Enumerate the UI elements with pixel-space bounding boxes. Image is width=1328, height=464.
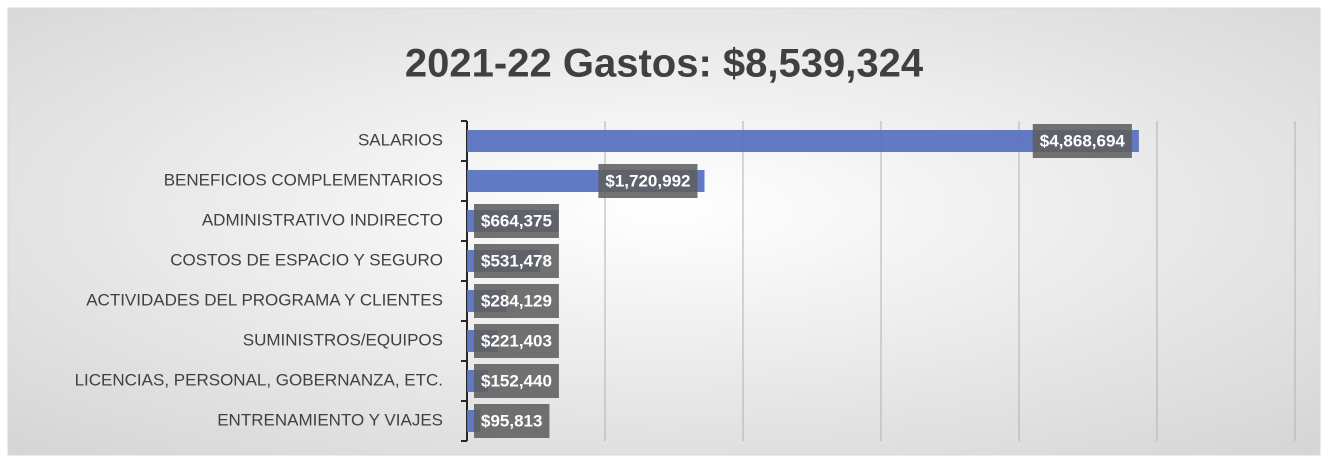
data-label-box: [474, 404, 550, 438]
bar: [467, 130, 1139, 152]
data-label: $284,129: [481, 291, 552, 310]
data-label: $531,478: [481, 251, 552, 270]
data-label: $152,440: [481, 371, 552, 390]
data-label: $221,403: [481, 331, 552, 350]
data-label-box: [474, 244, 559, 278]
data-label: $664,375: [481, 211, 552, 230]
y-tick-label: ENTRENAMIENTO Y VIAJES: [217, 410, 443, 429]
y-tick-label: SALARIOS: [358, 130, 443, 149]
data-label: $95,813: [481, 411, 542, 430]
data-label: $1,720,992: [605, 171, 690, 190]
y-tick-label: SUMINISTROS/EQUIPOS: [243, 330, 443, 349]
y-tick-label: ADMINISTRATIVO INDIRECTO: [202, 210, 443, 229]
data-label-box: [1032, 124, 1132, 158]
y-tick-label: BENEFICIOS COMPLEMENTARIOS: [164, 170, 443, 189]
chart-title: 2021-22 Gastos: $8,539,324: [405, 42, 924, 86]
data-label-box: [474, 364, 559, 398]
y-tick-label: ACTIVIDADES DEL PROGRAMA Y CLIENTES: [86, 290, 443, 309]
data-label-box: [598, 164, 698, 198]
chart-area: [7, 7, 1321, 456]
data-label-box: [474, 204, 559, 238]
y-tick-label: COSTOS DE ESPACIO Y SEGURO: [170, 250, 443, 269]
data-label: $4,868,694: [1040, 131, 1126, 150]
data-label-box: [474, 324, 559, 358]
data-label-box: [474, 284, 559, 318]
y-tick-label: LICENCIAS, PERSONAL, GOBERNANZA, ETC.: [75, 370, 443, 389]
